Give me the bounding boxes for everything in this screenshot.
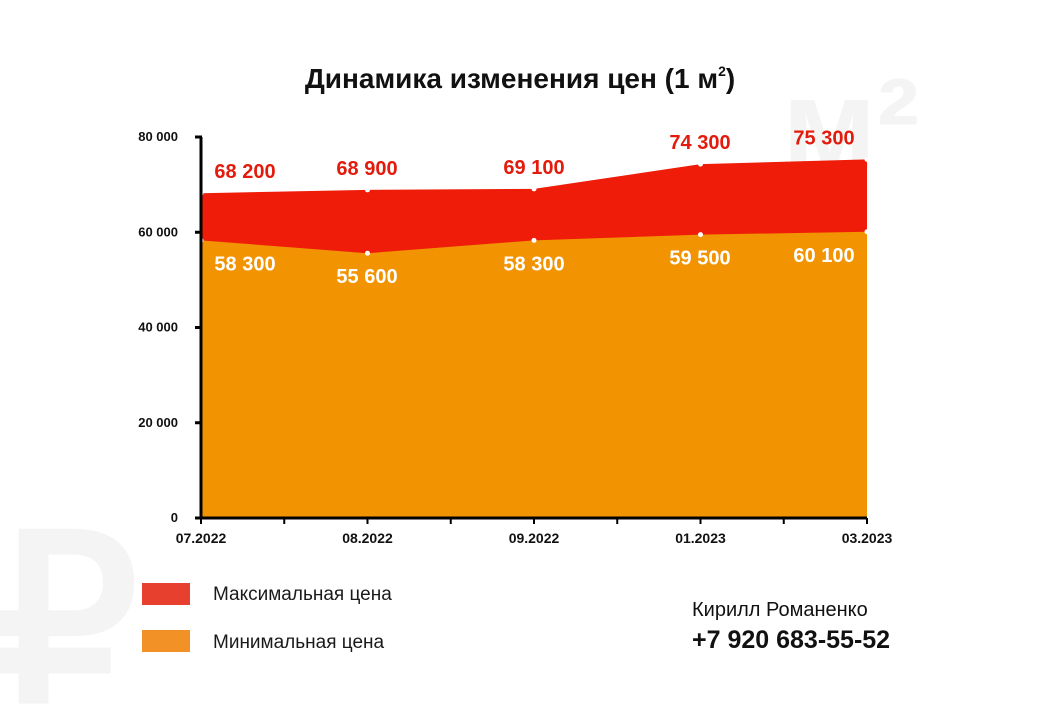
data-label-max: 69 100 — [503, 157, 564, 179]
data-label-max: 75 300 — [793, 127, 854, 149]
plot-area: 0 20 000 40 000 60 000 80 000 07.2022 08.2022 0… — [138, 127, 892, 546]
series-min-point — [531, 237, 537, 243]
y-tick-label: 40 000 — [138, 320, 178, 335]
legend-swatch-min — [142, 630, 190, 652]
series-min-area — [201, 231, 867, 518]
series-min-point — [864, 229, 870, 235]
y-tick-label: 60 000 — [138, 224, 178, 239]
data-label-max: 68 200 — [214, 161, 275, 183]
data-label-min: 59 500 — [669, 248, 730, 270]
contact-phone: +7 920 683-55-52 — [692, 626, 890, 654]
data-label-min: 55 600 — [336, 266, 397, 288]
x-tick-label: 03.2023 — [842, 530, 893, 546]
x-tick-label: 07.2022 — [176, 530, 227, 546]
series-min-point — [365, 250, 370, 256]
contact-name: Кирилл Романенко — [692, 599, 868, 621]
data-label-max: 74 300 — [669, 132, 730, 154]
series-max-point — [531, 186, 537, 192]
data-label-min: 58 300 — [503, 253, 564, 275]
legend-swatch-max — [142, 583, 190, 605]
x-tick-label: 01.2023 — [675, 530, 726, 546]
chart-title-sup: 2 — [718, 63, 726, 79]
chart-title-end: ) — [726, 63, 735, 94]
legend-label-min: Минимальная цена — [213, 632, 385, 653]
y-tick-label: 80 000 — [138, 129, 178, 144]
chart-title: Динамика изменения цен (1 м2) — [305, 63, 735, 94]
watermark-ruble: ₽ — [0, 492, 138, 720]
chart-title-main: Динамика изменения цен (1 м — [305, 63, 718, 94]
data-label-min: 58 300 — [214, 253, 275, 275]
series-min-point — [698, 232, 703, 238]
series-max-point — [365, 187, 370, 193]
x-tick-label: 09.2022 — [509, 530, 560, 546]
y-tick-label: 0 — [171, 510, 178, 525]
legend-label-max: Максимальная цена — [213, 584, 392, 605]
series-max-point — [864, 156, 870, 162]
y-tick-label: 20 000 — [138, 415, 178, 430]
x-tick-label: 08.2022 — [342, 530, 393, 546]
data-label-max: 68 900 — [336, 158, 397, 180]
data-label-min: 60 100 — [793, 245, 854, 267]
series-max-point — [698, 161, 703, 167]
